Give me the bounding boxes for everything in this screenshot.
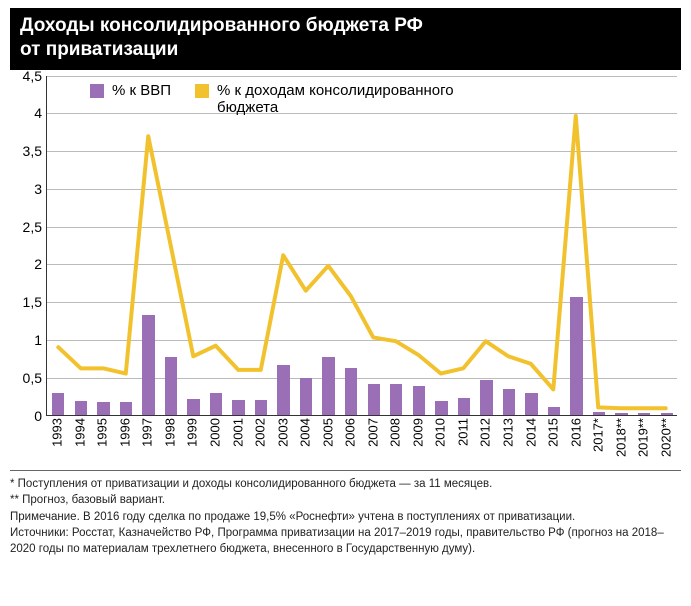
- y-tick-label: 3: [34, 181, 42, 197]
- y-tick-label: 4,5: [23, 68, 42, 84]
- legend-swatch-bar: [90, 84, 104, 98]
- y-tick-label: 1: [34, 332, 42, 348]
- x-tick-label: 2007: [365, 418, 380, 447]
- x-tick-label: 2010: [433, 418, 448, 447]
- title-line-2: от приватизации: [20, 38, 671, 62]
- legend-swatch-line: [195, 84, 209, 98]
- x-tick-label: 2001: [230, 418, 245, 447]
- y-tick-label: 2: [34, 256, 42, 272]
- x-tick-label: 2011: [455, 418, 470, 446]
- footnote-3: Примечание. В 2016 году сделка по продаж…: [10, 510, 681, 526]
- footnotes: * Поступления от приватизации и доходы к…: [10, 470, 681, 558]
- legend-item-bar: % к ВВП: [90, 82, 171, 99]
- x-tick-label: 2012: [478, 418, 493, 447]
- plot-area: [46, 76, 677, 416]
- title-line-1: Доходы консолидированного бюджета РФ: [20, 14, 671, 38]
- x-tick-label: 2000: [208, 418, 223, 447]
- x-tick-label: 2020**: [658, 418, 673, 457]
- x-tick-label: 2008: [388, 418, 403, 447]
- footnote-1: * Поступления от приватизации и доходы к…: [10, 477, 681, 493]
- x-tick-label: 1996: [117, 418, 132, 447]
- y-tick-label: 2,5: [23, 219, 42, 235]
- y-tick-label: 0: [34, 408, 42, 424]
- y-tick-label: 4: [34, 105, 42, 121]
- x-tick-label: 2016: [568, 418, 583, 447]
- line-series: [58, 115, 665, 407]
- y-tick-label: 1,5: [23, 294, 42, 310]
- chart: 00,511,522,533,544,5 1993199419951996199…: [10, 76, 681, 466]
- x-tick-label: 2019**: [636, 418, 651, 457]
- x-tick-label: 1993: [50, 418, 65, 447]
- page-title: Доходы консолидированного бюджета РФ от …: [10, 8, 681, 70]
- y-tick-label: 0,5: [23, 370, 42, 386]
- x-axis: 1993 1994 1995 1996 1997 1998 1999 2000 2001 2002…: [46, 418, 677, 466]
- legend-label-line: % к доходам консолидированного бюджета: [217, 82, 455, 116]
- x-tick-label: 2009: [410, 418, 425, 447]
- x-tick-label: 2004: [298, 418, 313, 447]
- x-tick-label: 2015: [546, 418, 561, 447]
- x-tick-label: 1994: [72, 418, 87, 447]
- x-tick-label: 1995: [95, 418, 110, 447]
- x-tick-label: 2002: [253, 418, 268, 447]
- x-tick-label: 2017*: [591, 418, 606, 452]
- x-tick-label: 2005: [320, 418, 335, 447]
- footnote-2: ** Прогноз, базовый вариант.: [10, 493, 681, 509]
- line-series-svg: [47, 76, 677, 415]
- y-tick-label: 3,5: [23, 143, 42, 159]
- legend-label-bar: % к ВВП: [112, 82, 171, 99]
- footnote-4: Источники: Росстат, Казначейство РФ, Про…: [10, 526, 681, 557]
- x-tick-label: 1999: [185, 418, 200, 447]
- x-tick-label: 2006: [343, 418, 358, 447]
- y-axis: 00,511,522,533,544,5: [10, 76, 46, 416]
- x-tick-label: 2018**: [613, 418, 628, 457]
- legend: % к ВВП % к доходам консолидированного б…: [90, 82, 455, 116]
- legend-item-line: % к доходам консолидированного бюджета: [195, 82, 455, 116]
- x-tick-label: 1997: [140, 418, 155, 447]
- x-tick-label: 2014: [523, 418, 538, 447]
- x-tick-label: 2003: [275, 418, 290, 447]
- x-tick-label: 2013: [500, 418, 515, 447]
- x-tick-label: 1998: [162, 418, 177, 447]
